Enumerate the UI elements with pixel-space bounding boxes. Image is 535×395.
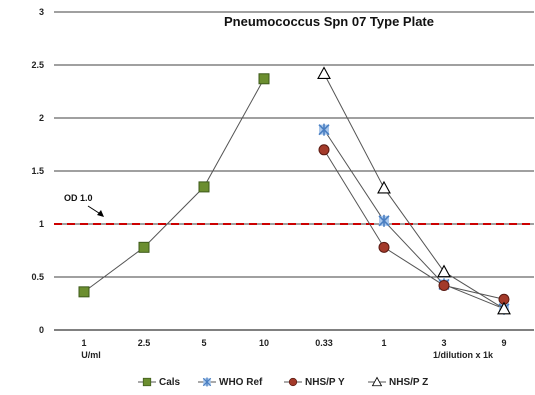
legend-label: WHO Ref	[219, 377, 263, 388]
y-tick-label: 0	[39, 325, 44, 335]
data-point-nhs-p-z	[377, 180, 391, 194]
x-axis-ticks: 1 2.5 5 10 0.33 1 3 9	[81, 338, 506, 348]
series-group	[78, 66, 511, 315]
y-tick-label: 1.5	[31, 166, 44, 176]
x-axis-label-left: U/ml	[81, 350, 101, 360]
data-point-who-ref	[318, 123, 330, 136]
legend-marker	[288, 377, 298, 387]
legend-item-nhs-p-y: NHS/P Y	[284, 377, 345, 388]
y-tick-label: 2	[39, 113, 44, 123]
x-tick-label: 3	[441, 338, 446, 348]
data-point-nhs-p-z	[497, 301, 511, 315]
data-point-nhs-p-y	[318, 144, 330, 156]
legend-item-nhs-p-z: NHS/P Z	[368, 376, 428, 388]
x-tick-label: 5	[201, 338, 206, 348]
y-axis-ticks: 0 0.5 1 1.5 2 2.5 3	[31, 7, 44, 335]
legend-item-who-ref: WHO Ref	[198, 377, 263, 388]
data-point-nhs-p-z	[437, 264, 451, 278]
legend-label: NHS/P Y	[305, 377, 345, 388]
series-nhs-p-y	[318, 144, 510, 305]
y-tick-label: 1	[39, 219, 44, 229]
x-tick-label: 2.5	[138, 338, 151, 348]
data-point-nhs-p-y	[438, 279, 450, 291]
legend: Cals WHO Ref NHS/P Y NHS/P Z	[138, 376, 428, 388]
legend-label: Cals	[159, 377, 181, 388]
gridlines	[54, 11, 534, 278]
legend-marker	[142, 377, 152, 387]
legend-marker	[202, 377, 212, 387]
legend-item-cals: Cals	[138, 377, 181, 388]
data-point-who-ref	[378, 214, 390, 227]
series-line-cals	[83, 78, 265, 293]
x-axis-label-right: 1/dilution x 1k	[433, 350, 494, 360]
data-point-cals	[138, 241, 150, 253]
x-tick-label: 0.33	[315, 338, 333, 348]
legend-marker	[371, 376, 383, 387]
reference-line-label: OD 1.0	[64, 193, 93, 203]
x-tick-label: 10	[259, 338, 269, 348]
annotation-arrow	[87, 205, 104, 217]
y-tick-label: 3	[39, 7, 44, 17]
data-point-cals	[258, 73, 270, 85]
data-point-nhs-p-z	[317, 66, 331, 80]
x-tick-label: 1	[81, 338, 86, 348]
y-tick-label: 2.5	[31, 60, 44, 70]
x-tick-label: 9	[501, 338, 506, 348]
series-nhs-p-z	[317, 66, 511, 315]
data-point-cals	[198, 181, 210, 193]
chart-title: Pneumococcus Spn 07 Type Plate	[224, 14, 434, 29]
x-tick-label: 1	[381, 338, 386, 348]
data-point-cals	[78, 286, 90, 298]
series-line-who-ref	[323, 129, 505, 310]
series-line-nhs-p-y	[323, 149, 505, 300]
series-cals	[78, 73, 270, 298]
data-point-nhs-p-y	[378, 241, 390, 253]
series-who-ref	[318, 123, 510, 315]
series-line-nhs-p-z	[323, 73, 505, 310]
legend-label: NHS/P Z	[389, 377, 428, 388]
y-tick-label: 0.5	[31, 272, 44, 282]
